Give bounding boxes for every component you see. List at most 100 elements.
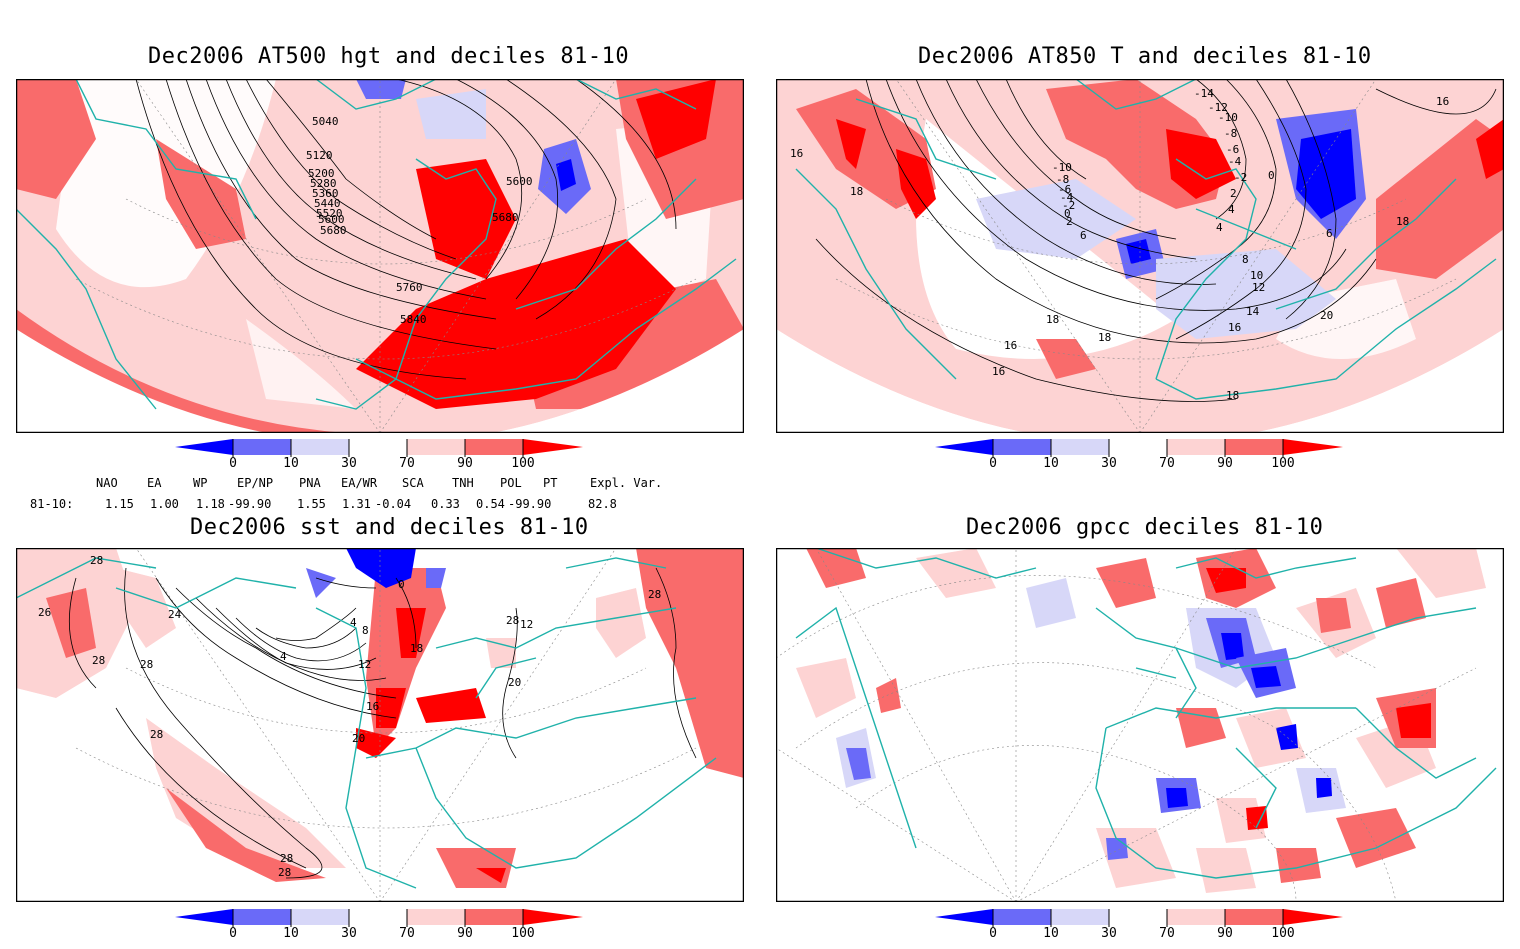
colorbar-gpcc: 0 10 30 70 90 100 bbox=[935, 909, 1355, 949]
colorbar-tick-label: 100 bbox=[1271, 926, 1295, 941]
index-header-tnh: TNH bbox=[452, 476, 474, 490]
contour-label: 28 bbox=[648, 588, 661, 601]
contour-label: 14 bbox=[1246, 305, 1260, 318]
contour-label: 5200 bbox=[308, 167, 335, 180]
contour-label: 5680 bbox=[320, 224, 347, 237]
contour-label: -8 bbox=[1224, 127, 1237, 140]
contour-label: 5440 bbox=[314, 197, 341, 210]
colorbar-tick-label: 10 bbox=[283, 926, 299, 941]
colorbar-t850: 0 10 30 70 90 100 bbox=[935, 439, 1355, 479]
contour-label: 28 bbox=[150, 728, 163, 741]
contour-label: 4 bbox=[350, 616, 357, 629]
contour-label: 2 bbox=[1066, 215, 1073, 228]
colorbar-tick-label: 30 bbox=[341, 926, 357, 941]
colorbar-hgt500: 0 10 30 70 90 100 bbox=[175, 439, 595, 479]
index-header-pt: PT bbox=[543, 476, 558, 490]
colorbar-tick-label: 0 bbox=[989, 456, 997, 471]
contour-label: 18 bbox=[1226, 389, 1239, 402]
index-value-tnh: 0.33 bbox=[431, 497, 460, 511]
contour-label: -4 bbox=[1060, 191, 1074, 204]
map-sst: 28 26 28 28 28 24 0 4 8 12 4 16 20 18 28… bbox=[16, 548, 744, 902]
index-header-expl-var: Expl. Var. bbox=[590, 476, 663, 490]
contour-label: 0 bbox=[398, 578, 405, 591]
contour-label: 16 bbox=[1004, 339, 1017, 352]
index-header-pol: POL bbox=[500, 476, 522, 490]
map-hgt500: 5040 5120 5200 5280 5360 5440 5520 5600 … bbox=[16, 79, 744, 433]
contour-label: 20 bbox=[352, 732, 365, 745]
contour-label: 16 bbox=[992, 365, 1005, 378]
contour-label: 18 bbox=[1396, 215, 1409, 228]
panel-title-sst: Dec2006 sst and deciles 81-10 bbox=[190, 515, 589, 540]
contour-label: -4 bbox=[1228, 155, 1242, 168]
contour-label: -10 bbox=[1218, 111, 1238, 124]
colorbar-tick-label: 30 bbox=[341, 456, 357, 471]
contour-label: 5520 bbox=[316, 207, 343, 220]
colorbar-tick-label: 90 bbox=[1217, 926, 1233, 941]
contour-label: 5600 bbox=[318, 213, 345, 226]
contour-label: 4 bbox=[1216, 221, 1223, 234]
contour-label: 10 bbox=[1250, 269, 1263, 282]
contour-label: 28 bbox=[280, 852, 293, 865]
contour-label: 5360 bbox=[312, 187, 339, 200]
index-value-pna: 1.55 bbox=[297, 497, 326, 511]
contour-label: 24 bbox=[168, 608, 182, 621]
colorbar-tick-label: 10 bbox=[283, 456, 299, 471]
index-header-wp: WP bbox=[193, 476, 208, 490]
contour-label: -2 bbox=[1234, 171, 1247, 184]
colorbar-tick-label: 30 bbox=[1101, 926, 1117, 941]
contour-label: 16 bbox=[1436, 95, 1449, 108]
colorbar-tick-label: 10 bbox=[1043, 456, 1059, 471]
colorbar-tick-label: 100 bbox=[511, 456, 535, 471]
map-gpcc bbox=[776, 548, 1504, 902]
colorbar-tick-label: 90 bbox=[457, 926, 473, 941]
contour-label: 5760 bbox=[396, 281, 423, 294]
contour-label: 28 bbox=[140, 658, 153, 671]
contour-label: -6 bbox=[1226, 143, 1239, 156]
contour-label: 18 bbox=[850, 185, 863, 198]
colorbar-tick-label: 90 bbox=[457, 456, 473, 471]
contour-label: 28 bbox=[90, 554, 103, 567]
contour-label: 28 bbox=[92, 654, 105, 667]
contour-label: 20 bbox=[1320, 309, 1333, 322]
contour-label: -12 bbox=[1208, 101, 1228, 114]
colorbar-tick-label: 30 bbox=[1101, 456, 1117, 471]
contour-label: 5040 bbox=[312, 115, 339, 128]
colorbar-tick-label: 100 bbox=[1271, 456, 1295, 471]
colorbar-tick-label: 70 bbox=[1159, 926, 1175, 941]
panel-title-t850: Dec2006 AT850 T and deciles 81-10 bbox=[918, 44, 1372, 69]
colorbar-tick-label: 10 bbox=[1043, 926, 1059, 941]
index-value-epnp: -99.90 bbox=[228, 497, 272, 511]
contour-label: -6 bbox=[1058, 183, 1071, 196]
colorbar-tick-label: 0 bbox=[229, 926, 237, 941]
contour-label: 18 bbox=[1098, 331, 1111, 344]
contour-label: 16 bbox=[790, 147, 803, 160]
contour-label: 12 bbox=[520, 618, 533, 631]
colorbar-sst: 0 10 30 70 90 100 bbox=[175, 909, 595, 949]
index-header-nao: NAO bbox=[96, 476, 118, 490]
contour-label: 16 bbox=[1228, 321, 1241, 334]
index-value-pt: -99.90 bbox=[508, 497, 552, 511]
contour-label: 16 bbox=[366, 700, 379, 713]
contour-label: 20 bbox=[508, 676, 521, 689]
contour-label: 2 bbox=[1230, 187, 1237, 200]
contour-label: 12 bbox=[1252, 281, 1265, 294]
contour-label: 28 bbox=[278, 866, 291, 879]
index-value-pol: 0.54 bbox=[476, 497, 505, 511]
index-header-sca: SCA bbox=[402, 476, 424, 490]
contour-label: 28 bbox=[506, 614, 519, 627]
index-header-pna: PNA bbox=[299, 476, 321, 490]
contour-label: -14 bbox=[1194, 87, 1214, 100]
contour-label: 8 bbox=[1242, 253, 1249, 266]
index-value-expl-var: 82.8 bbox=[588, 497, 617, 511]
contour-label: 6 bbox=[1080, 229, 1087, 242]
contour-label: 0 bbox=[1064, 207, 1071, 220]
index-header-eawr: EA/WR bbox=[341, 476, 378, 490]
contour-label: 4 bbox=[1228, 203, 1235, 216]
colorbar-tick-label: 90 bbox=[1217, 456, 1233, 471]
index-header-epnp: EP/NP bbox=[237, 476, 274, 490]
panel-title-gpcc: Dec2006 gpcc deciles 81-10 bbox=[966, 515, 1324, 540]
index-value-sca: -0.04 bbox=[375, 497, 412, 511]
index-value-wp: 1.18 bbox=[196, 497, 225, 511]
map-t850: 16 18 -10 -8 -6 -4 -2 0 2 4 6 8 10 12 14… bbox=[776, 79, 1504, 433]
index-value-nao: 1.15 bbox=[105, 497, 134, 511]
